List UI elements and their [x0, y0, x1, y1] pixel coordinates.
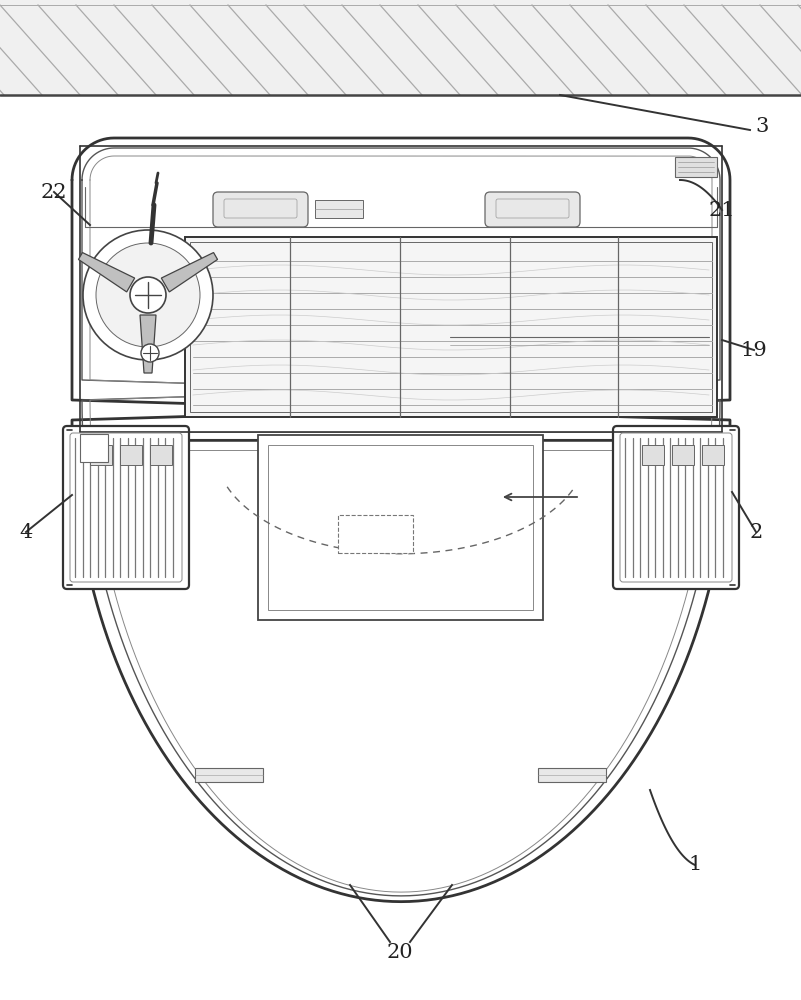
Text: 2: 2 — [750, 522, 763, 542]
FancyBboxPatch shape — [613, 426, 739, 589]
Polygon shape — [140, 315, 156, 373]
Text: 1: 1 — [688, 856, 702, 874]
Text: 19: 19 — [741, 340, 767, 360]
Circle shape — [83, 230, 213, 360]
Text: 20: 20 — [387, 942, 413, 962]
Bar — [258, 435, 543, 620]
Bar — [675, 157, 717, 177]
Polygon shape — [78, 253, 135, 292]
Circle shape — [141, 344, 159, 362]
Bar — [672, 445, 694, 465]
FancyBboxPatch shape — [63, 426, 189, 589]
Bar — [538, 768, 606, 782]
Bar — [150, 445, 172, 465]
Bar — [702, 445, 724, 465]
Bar — [120, 445, 142, 465]
Polygon shape — [161, 253, 218, 292]
Text: 3: 3 — [755, 117, 769, 136]
Circle shape — [130, 277, 166, 313]
Bar — [195, 768, 263, 782]
Bar — [268, 445, 533, 610]
Bar — [315, 200, 363, 218]
Bar — [190, 242, 712, 412]
FancyBboxPatch shape — [213, 192, 308, 227]
FancyBboxPatch shape — [485, 192, 580, 227]
Bar — [185, 237, 717, 417]
Bar — [338, 515, 413, 553]
Bar — [0, 0, 801, 95]
Text: 21: 21 — [709, 200, 735, 220]
Circle shape — [96, 243, 200, 347]
Text: 4: 4 — [19, 522, 33, 542]
Text: 22: 22 — [41, 182, 67, 202]
Bar — [90, 445, 112, 465]
Polygon shape — [72, 138, 730, 902]
Bar — [80, 434, 108, 462]
Bar — [642, 445, 664, 465]
